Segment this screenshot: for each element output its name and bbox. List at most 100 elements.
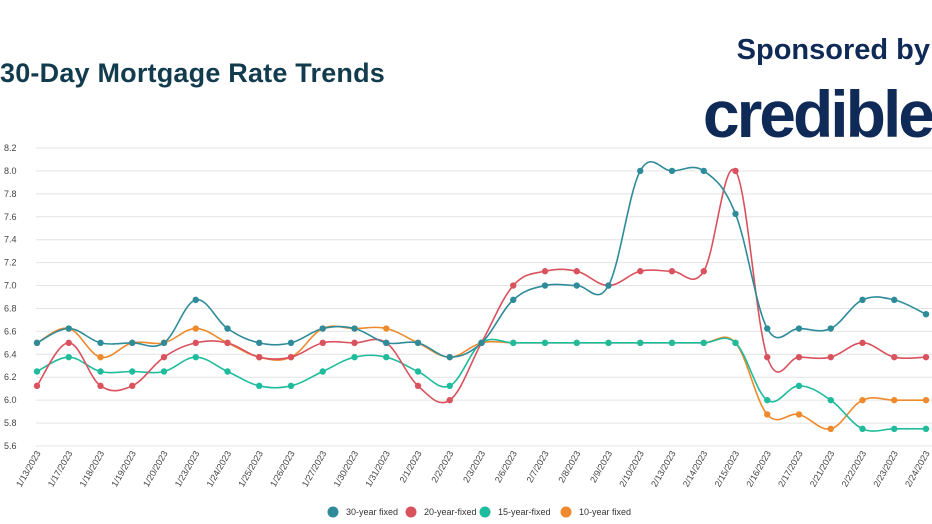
- x-tick-label: 2/14/2023: [681, 449, 710, 489]
- data-point: [605, 339, 612, 347]
- data-point: [192, 325, 199, 332]
- data-point: [97, 382, 104, 390]
- data-point: [668, 167, 676, 175]
- data-point: [351, 353, 358, 361]
- data-point: [192, 296, 199, 304]
- data-point: [414, 368, 422, 375]
- y-tick-label: 8.2: [4, 143, 17, 153]
- data-point: [891, 425, 898, 433]
- sponsor-label: Sponsored by: [736, 34, 930, 66]
- data-point: [319, 368, 326, 375]
- data-point: [891, 353, 898, 361]
- x-tick-label: 2/7/2023: [525, 449, 551, 484]
- legend-swatch: [479, 506, 491, 518]
- x-tick-label: 2/8/2023: [556, 449, 582, 484]
- x-tick-label: 1/26/2023: [268, 449, 297, 489]
- y-tick-label: 6.2: [4, 372, 17, 382]
- data-point: [224, 368, 231, 375]
- legend-item[interactable]: 30-year fixed: [327, 506, 399, 518]
- series-lines: [36, 161, 927, 432]
- data-point: [351, 339, 358, 347]
- data-point: [795, 411, 803, 418]
- data-point: [446, 382, 453, 390]
- legend-item[interactable]: 15-year-fixed: [479, 506, 551, 518]
- data-point: [859, 339, 866, 347]
- data-point: [319, 325, 326, 332]
- data-point: [891, 396, 898, 404]
- data-point: [795, 353, 803, 361]
- legend[interactable]: 30-year fixed 20-year-fixed 15-year-fixed 1…: [327, 506, 632, 518]
- data-point: [224, 339, 231, 347]
- chart-title: 30-Day Mortgage Rate Trends: [0, 58, 386, 88]
- series-line-0: [36, 161, 927, 358]
- data-point: [256, 353, 263, 361]
- data-point: [764, 411, 771, 418]
- data-point: [287, 382, 295, 390]
- data-point: [160, 353, 168, 361]
- x-axis: 1/13/2023 1/17/2023 1/18/2023 1/19/2023 1/20…: [14, 449, 932, 489]
- data-point: [319, 339, 326, 347]
- data-point: [637, 167, 644, 175]
- data-point: [351, 325, 358, 332]
- data-point: [795, 382, 803, 390]
- data-point: [414, 339, 422, 347]
- x-tick-label: 1/31/2023: [363, 449, 392, 489]
- x-tick-label: 2/16/2023: [744, 449, 773, 489]
- data-point: [541, 339, 549, 347]
- data-point: [160, 368, 168, 375]
- x-tick-label: 2/23/2023: [871, 449, 900, 489]
- data-point: [129, 368, 136, 375]
- legend-item[interactable]: 10-year fixed: [560, 506, 632, 518]
- data-point: [383, 325, 390, 332]
- data-point: [97, 368, 104, 375]
- data-point: [129, 382, 136, 390]
- y-tick-label: 6.8: [4, 303, 17, 313]
- x-tick-label: 1/30/2023: [332, 449, 361, 489]
- legend-label: 15-year-fixed: [498, 507, 551, 517]
- y-axis: 5.6 5.8 6.0 6.2 6.4 6.6 6.8 7.0 7.2 7.4 7.6 7.8 8.0 8…: [4, 143, 17, 451]
- legend-swatch: [560, 506, 572, 518]
- data-point: [65, 339, 72, 347]
- data-point: [510, 296, 517, 304]
- x-tick-label: 2/10/2023: [617, 449, 646, 489]
- grid-lines: [36, 147, 932, 447]
- x-tick-label: 2/13/2023: [649, 449, 678, 489]
- data-point: [668, 268, 676, 275]
- data-point: [922, 396, 930, 404]
- data-point: [33, 382, 41, 390]
- data-point: [732, 210, 739, 218]
- data-point: [160, 339, 168, 347]
- data-point: [192, 353, 199, 361]
- x-tick-label: 2/3/2023: [461, 449, 487, 484]
- data-point: [224, 325, 231, 332]
- y-tick-label: 5.8: [4, 418, 17, 428]
- data-point: [859, 396, 866, 404]
- data-point: [192, 339, 199, 347]
- data-point: [764, 396, 771, 404]
- data-point: [97, 339, 104, 347]
- data-point: [764, 353, 771, 361]
- data-point: [795, 325, 803, 332]
- data-point: [541, 282, 549, 289]
- x-tick-label: 1/18/2023: [78, 449, 107, 489]
- data-point: [605, 282, 612, 289]
- data-point: [256, 382, 263, 390]
- data-point: [446, 396, 453, 404]
- y-tick-label: 7.4: [4, 235, 17, 245]
- legend-item[interactable]: 20-year-fixed: [405, 506, 477, 518]
- x-tick-label: 1/24/2023: [205, 449, 234, 489]
- data-point: [827, 325, 834, 332]
- x-tick-label: 2/9/2023: [588, 449, 614, 484]
- y-tick-label: 6.0: [4, 395, 17, 405]
- data-point: [287, 353, 295, 361]
- data-point: [637, 339, 644, 347]
- x-tick-label: 2/15/2023: [713, 449, 742, 489]
- data-point: [446, 353, 453, 361]
- legend-label: 20-year-fixed: [424, 507, 477, 517]
- x-tick-label: 2/22/2023: [840, 449, 869, 489]
- data-point: [922, 353, 930, 361]
- x-tick-label: 2/1/2023: [398, 449, 424, 484]
- data-point: [256, 339, 263, 347]
- data-point: [510, 339, 517, 347]
